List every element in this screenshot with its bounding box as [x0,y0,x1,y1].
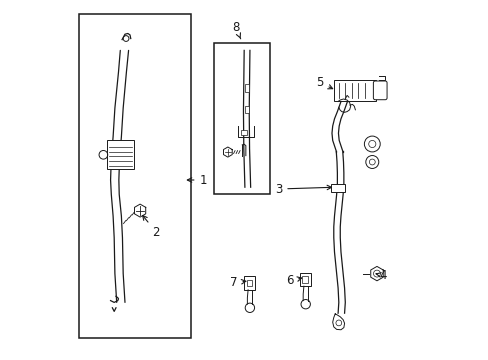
Text: 4: 4 [375,269,386,282]
Bar [300,273,310,286]
Bar [330,184,345,192]
Bar [107,140,134,169]
Text: 5: 5 [316,76,332,89]
Text: 6: 6 [285,274,301,287]
FancyBboxPatch shape [373,81,386,100]
Text: 3: 3 [274,183,331,195]
Text: 2: 2 [142,216,160,239]
Text: 8: 8 [231,21,240,39]
Bar [79,14,190,338]
Bar [244,105,248,113]
Bar [302,276,307,283]
Bar [244,84,248,91]
Bar [241,130,246,135]
Text: 7: 7 [229,276,245,289]
Text: 1: 1 [187,174,206,186]
Bar [246,280,251,286]
Bar [213,43,269,194]
Bar [244,276,255,290]
Bar [334,80,375,101]
